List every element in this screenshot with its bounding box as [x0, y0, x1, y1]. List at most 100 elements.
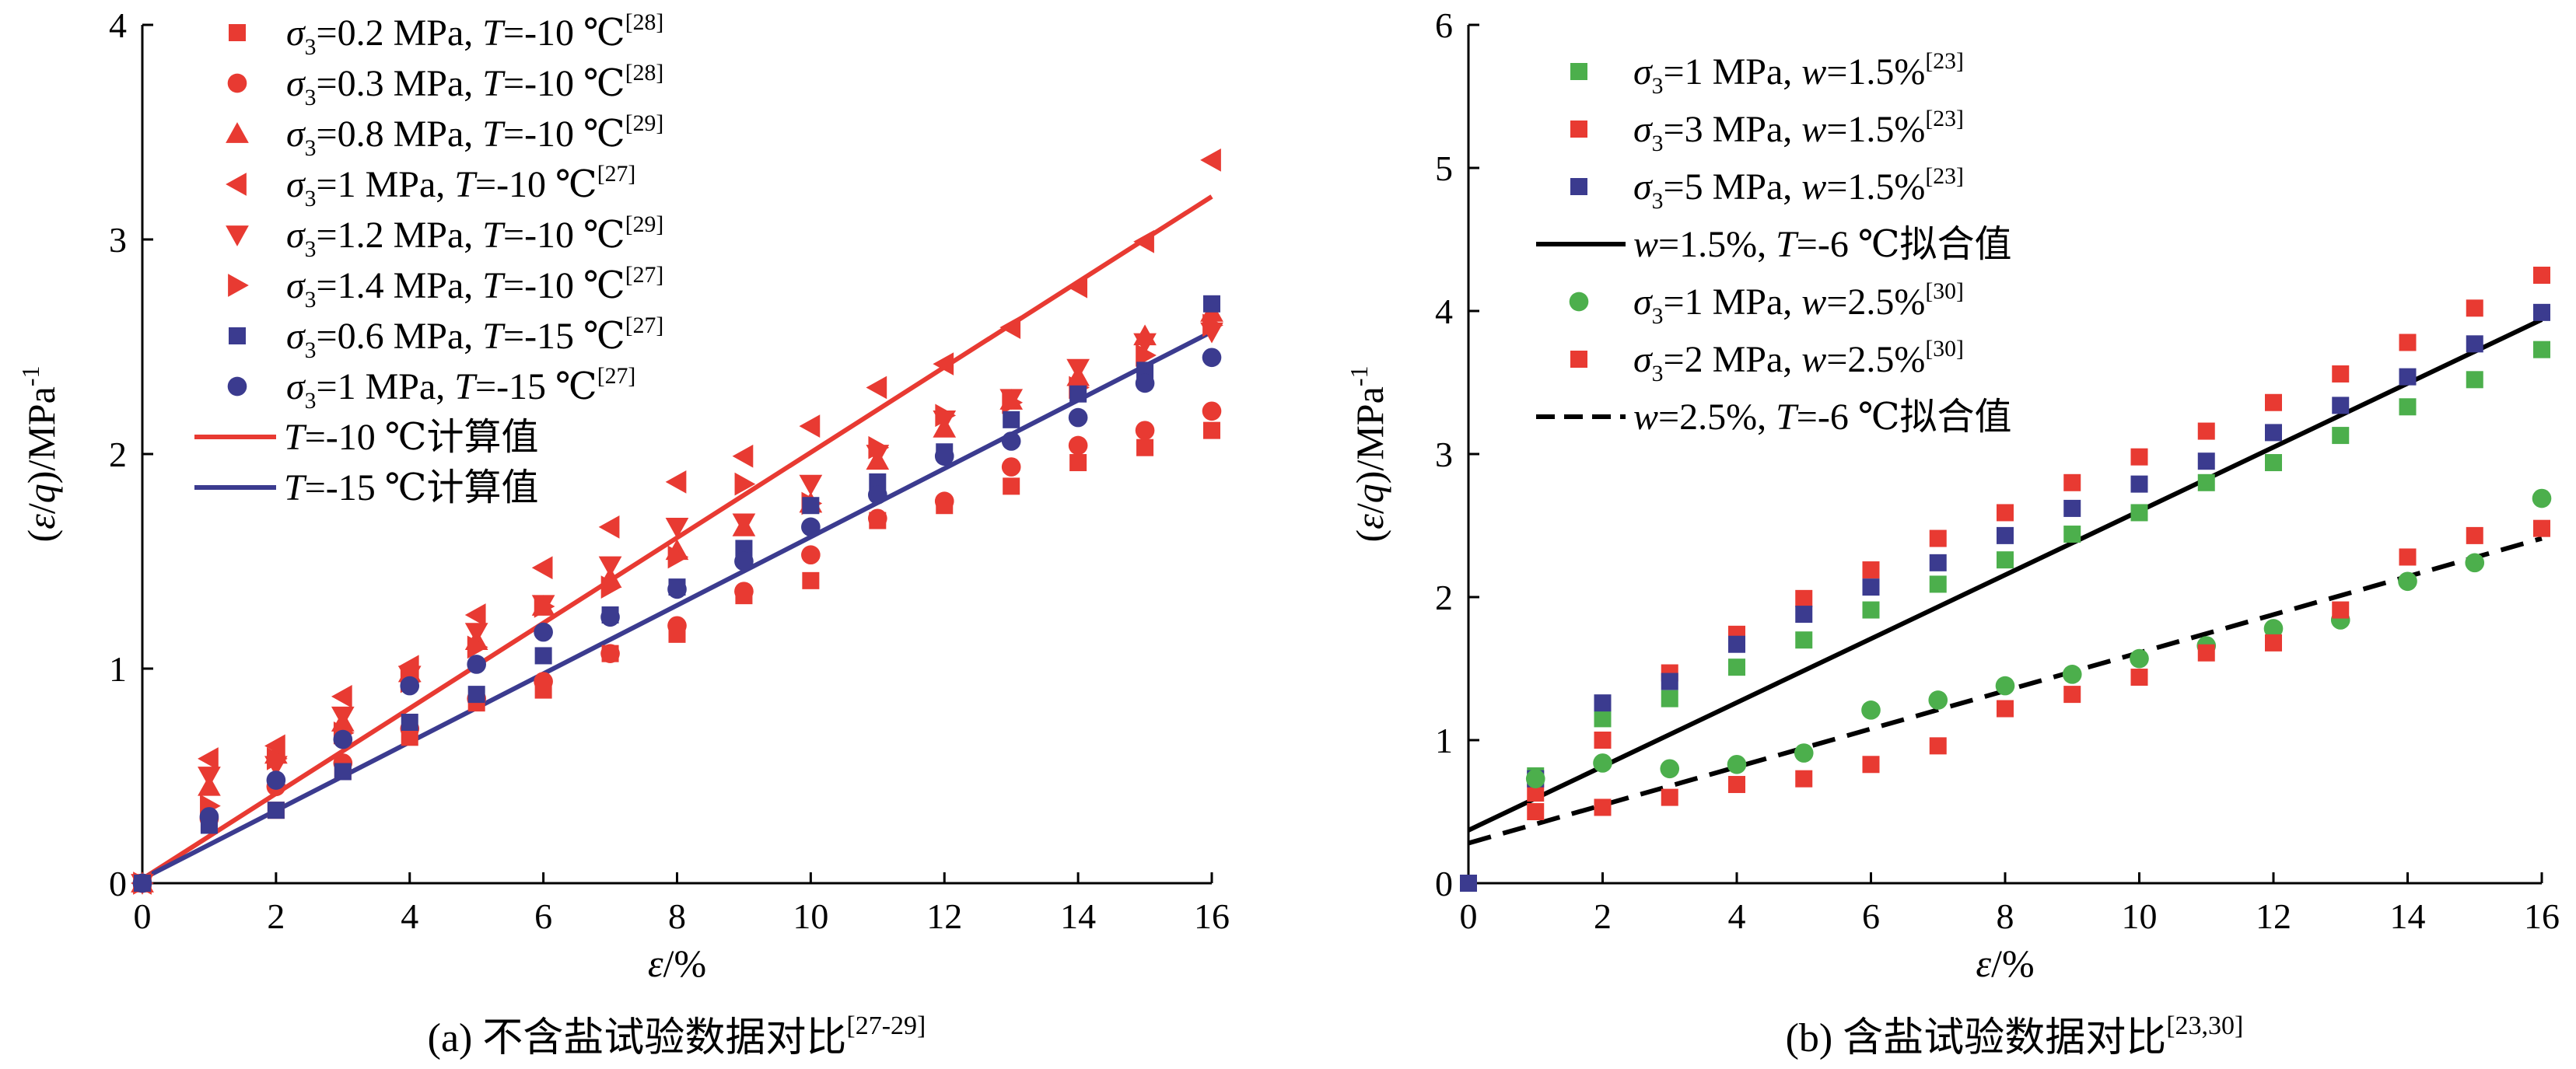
legend-label: σ3=0.6 MPa, T=-15 ℃[27] — [286, 313, 663, 363]
y-axis-title: (ε/q)/MPa-1 — [1345, 366, 1391, 543]
x-axis-title: ε/% — [1976, 941, 2034, 985]
fit-line-l2 — [141, 330, 1213, 882]
data-point — [401, 714, 418, 731]
data-point — [1997, 526, 2014, 544]
data-point — [598, 515, 620, 539]
data-point — [1660, 759, 1680, 779]
x-tick-label: 6 — [1862, 896, 1880, 936]
data-point — [734, 582, 754, 601]
x-tick-label: 12 — [2256, 896, 2291, 936]
data-point — [1003, 410, 1020, 428]
legend-label: T=-15 ℃计算值 — [284, 467, 538, 508]
x-tick-label: 4 — [1728, 896, 1746, 936]
data-point — [2265, 454, 2282, 472]
data-point — [2197, 422, 2215, 440]
data-point — [1997, 551, 2014, 569]
data-point — [1136, 438, 1154, 456]
data-point — [934, 491, 954, 512]
data-point — [1203, 295, 1220, 313]
data-point — [667, 616, 687, 636]
data-point — [1728, 635, 1745, 653]
data-point — [2197, 473, 2215, 491]
legend-marker — [1570, 351, 1587, 368]
x-tick-label: 4 — [401, 896, 418, 936]
data-point — [1135, 373, 1155, 393]
x-tick-label: 16 — [1194, 896, 1230, 936]
data-point — [1995, 676, 2015, 696]
data-point — [1525, 769, 1545, 788]
data-point — [2263, 619, 2284, 638]
data-point — [2130, 448, 2148, 466]
data-point — [799, 474, 823, 496]
data-point — [467, 655, 487, 674]
panel-caption: (a) 不含盐试验数据对比[27-29] — [428, 1011, 926, 1060]
data-point — [867, 508, 887, 529]
data-point — [600, 607, 620, 627]
data-point — [2130, 475, 2148, 493]
data-point — [867, 485, 887, 505]
data-point — [1066, 274, 1088, 299]
legend-marker — [226, 122, 249, 143]
data-point — [1594, 694, 1612, 712]
data-point — [467, 635, 488, 659]
legend-marker — [1570, 63, 1587, 80]
data-point — [1728, 776, 1745, 794]
data-point — [531, 556, 553, 580]
data-point — [1136, 362, 1154, 379]
legend-label: σ3=3 MPa, w=1.5%[23] — [1633, 106, 1964, 156]
data-point — [600, 575, 622, 599]
data-point — [667, 579, 687, 599]
data-point — [2466, 335, 2483, 353]
data-point — [1862, 561, 1880, 579]
data-point — [1997, 504, 2014, 522]
data-point — [2399, 368, 2417, 386]
y-tick-label: 2 — [1435, 578, 1453, 617]
y-tick-label: 1 — [1435, 721, 1453, 760]
data-point — [735, 540, 753, 557]
data-point — [1661, 788, 1678, 806]
legend-label: σ3=5 MPa, w=1.5%[23] — [1633, 163, 1964, 214]
data-point — [198, 747, 219, 770]
data-point — [1069, 385, 1087, 403]
x-tick-label: 14 — [1060, 896, 1096, 936]
data-point — [2062, 665, 2082, 684]
data-point — [665, 470, 687, 494]
data-point — [2399, 398, 2417, 416]
data-point — [198, 767, 221, 788]
y-tick-label: 4 — [1435, 292, 1453, 331]
legend-label: σ3=1.4 MPa, T=-10 ℃[27] — [286, 262, 663, 313]
data-point — [934, 446, 954, 466]
data-point — [1727, 754, 1747, 774]
data-point — [1794, 743, 1814, 763]
x-tick-label: 16 — [2524, 896, 2560, 936]
data-point — [1795, 589, 1813, 607]
data-point — [2197, 644, 2215, 662]
legend-marker — [226, 225, 249, 246]
data-point — [1527, 803, 1545, 820]
data-point — [400, 676, 420, 696]
y-tick-label: 5 — [1435, 148, 1453, 188]
data-point — [732, 444, 754, 468]
data-point — [464, 603, 486, 627]
data-point — [2533, 341, 2550, 358]
data-point — [2063, 499, 2081, 517]
data-point — [665, 517, 689, 539]
data-point — [1003, 477, 1020, 495]
data-point — [1068, 435, 1088, 456]
data-point — [2399, 548, 2417, 566]
data-point — [267, 802, 285, 819]
legend-label: σ3=1 MPa, T=-10 ℃[27] — [286, 161, 635, 211]
y-axis-title: (ε/q)/MPa-1 — [16, 366, 63, 543]
data-point — [935, 403, 957, 428]
legend-marker — [1569, 292, 1589, 312]
data-point — [334, 763, 352, 781]
data-point — [734, 551, 754, 571]
data-point — [1661, 690, 1678, 707]
data-point — [1862, 756, 1880, 774]
data-point — [1594, 732, 1612, 749]
legend-marker — [1570, 178, 1587, 195]
data-point — [1133, 229, 1154, 253]
